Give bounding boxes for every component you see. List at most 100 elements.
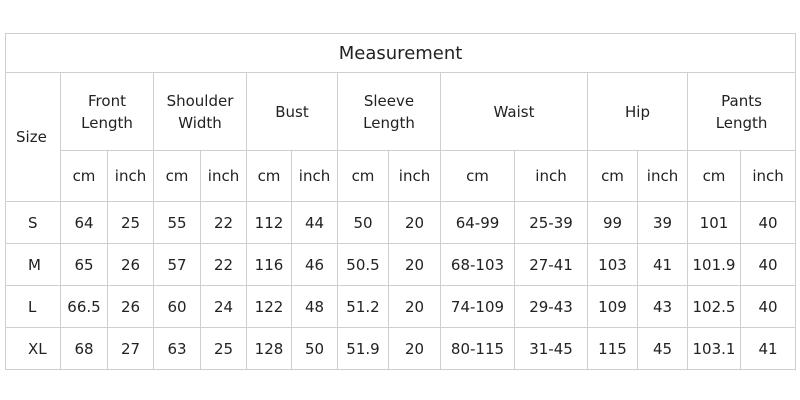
value-cell: 20 <box>388 327 441 370</box>
value-cell: 43 <box>637 285 688 328</box>
value-cell: 27-41 <box>514 243 588 286</box>
group-header-line: Sleeve <box>363 91 415 110</box>
value-cell: 20 <box>388 201 441 244</box>
unit-header: inch <box>739 150 797 202</box>
data-row: L 66.5 26 60 24 122 48 51.2 20 74-109 29-43 109 43 10… <box>5 285 797 328</box>
size-cell: L <box>5 285 61 328</box>
value-cell: 57 <box>153 243 201 286</box>
value-cell: 39 <box>637 201 688 244</box>
value-cell: 102.5 <box>687 285 741 328</box>
value-cell: 20 <box>388 243 441 286</box>
value-cell: 22 <box>200 243 247 286</box>
value-cell: 103.1 <box>687 327 741 370</box>
value-cell: 68 <box>60 327 108 370</box>
table-title: Measurement <box>4 33 797 73</box>
group-header-line: Hip <box>625 102 650 121</box>
value-cell: 101 <box>687 201 741 244</box>
value-cell: 99 <box>587 201 638 244</box>
value-cell: 25-39 <box>514 201 588 244</box>
value-cell: 40 <box>739 201 797 244</box>
unit-header: cm <box>440 150 515 202</box>
value-cell: 50.5 <box>337 243 389 286</box>
value-cell: 51.9 <box>337 327 389 370</box>
data-row: XL 68 27 63 25 128 50 51.9 20 80-115 31-45 115 45 103… <box>5 327 797 370</box>
header-row: Size Front Length Shoulder Width Bust Sleeve Le… <box>5 72 797 202</box>
value-cell: 74-109 <box>440 285 515 328</box>
measurement-table: Measurement Size Front Length Shoulder Width B… <box>4 33 797 370</box>
value-cell: 44 <box>291 201 338 244</box>
size-header: Size <box>5 72 61 202</box>
title-row: Measurement <box>4 33 797 73</box>
value-cell: 55 <box>153 201 201 244</box>
value-cell: 40 <box>739 285 797 328</box>
value-cell: 63 <box>153 327 201 370</box>
value-cell: 128 <box>246 327 292 370</box>
value-cell: 29-43 <box>514 285 588 328</box>
value-cell: 45 <box>637 327 688 370</box>
value-cell: 41 <box>637 243 688 286</box>
value-cell: 31-45 <box>514 327 588 370</box>
unit-header: cm <box>587 150 638 202</box>
size-cell: XL <box>5 327 61 370</box>
value-cell: 22 <box>200 201 247 244</box>
value-cell: 115 <box>587 327 638 370</box>
group-header-line: Width <box>178 113 222 132</box>
group-header: Front Length <box>60 72 154 151</box>
unit-header: cm <box>687 150 741 202</box>
size-cell: M <box>5 243 61 286</box>
value-cell: 50 <box>337 201 389 244</box>
value-cell: 65 <box>60 243 108 286</box>
unit-header: cm <box>60 150 108 202</box>
unit-header: inch <box>388 150 441 202</box>
data-row: M 65 26 57 22 116 46 50.5 20 68-103 27-41 103 41 101.… <box>5 243 797 286</box>
value-cell: 48 <box>291 285 338 328</box>
group-header: Waist <box>440 72 588 151</box>
group-header: Shoulder Width <box>153 72 247 151</box>
group-header-line: Waist <box>493 102 535 121</box>
group-header-line: Front <box>88 91 126 110</box>
unit-header: inch <box>291 150 338 202</box>
value-cell: 41 <box>739 327 797 370</box>
unit-header: cm <box>246 150 292 202</box>
data-row: S 64 25 55 22 112 44 50 20 64-99 25-39 99 39 101 40 <box>5 201 797 244</box>
group-header-line: Length <box>81 113 133 132</box>
group-header: Bust <box>246 72 338 151</box>
value-cell: 25 <box>107 201 154 244</box>
value-cell: 40 <box>739 243 797 286</box>
group-header-line: Pants <box>721 91 762 110</box>
value-cell: 80-115 <box>440 327 515 370</box>
value-cell: 50 <box>291 327 338 370</box>
group-header: Pants Length <box>686 72 797 151</box>
value-cell: 64-99 <box>440 201 515 244</box>
value-cell: 112 <box>246 201 292 244</box>
value-cell: 27 <box>107 327 154 370</box>
value-cell: 60 <box>153 285 201 328</box>
group-header: Sleeve Length <box>337 72 441 151</box>
value-cell: 26 <box>107 243 154 286</box>
value-cell: 25 <box>200 327 247 370</box>
value-cell: 116 <box>246 243 292 286</box>
unit-row: cm inch cm inch cm inch cm inch cm inch cm inch cm in… <box>6 150 797 202</box>
value-cell: 103 <box>587 243 638 286</box>
group-header-line: Bust <box>275 102 309 121</box>
value-cell: 68-103 <box>440 243 515 286</box>
value-cell: 26 <box>107 285 154 328</box>
value-cell: 109 <box>587 285 638 328</box>
unit-header: inch <box>200 150 247 202</box>
value-cell: 122 <box>246 285 292 328</box>
group-header-line: Shoulder <box>166 91 234 110</box>
unit-header: inch <box>637 150 688 202</box>
unit-header: cm <box>337 150 389 202</box>
value-cell: 51.2 <box>337 285 389 328</box>
unit-header: inch <box>107 150 154 202</box>
value-cell: 24 <box>200 285 247 328</box>
group-header-line: Length <box>363 113 415 132</box>
value-cell: 20 <box>388 285 441 328</box>
value-cell: 66.5 <box>60 285 108 328</box>
size-cell: S <box>5 201 61 244</box>
value-cell: 64 <box>60 201 108 244</box>
unit-header: inch <box>514 150 588 202</box>
group-header: Hip <box>587 72 688 151</box>
group-header-line: Length <box>715 113 768 132</box>
